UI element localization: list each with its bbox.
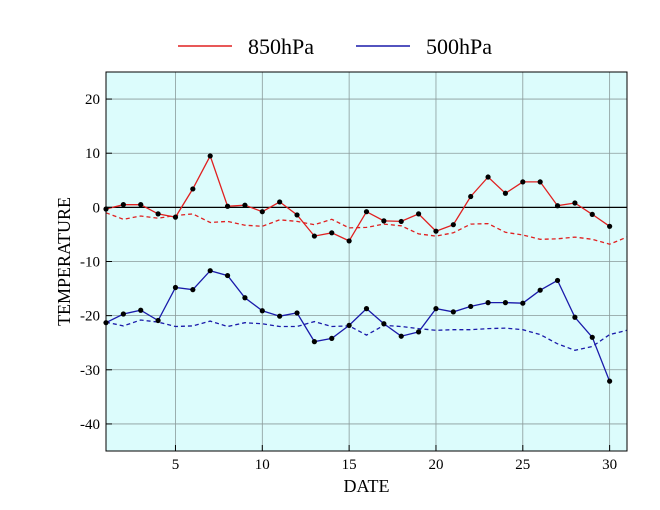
x-axis-title: DATE (344, 476, 390, 496)
data-point (589, 211, 595, 217)
data-point (172, 214, 179, 220)
data-point (607, 223, 613, 229)
y-tick-label: -20 (80, 309, 100, 325)
legend-label: 850hPa (248, 34, 314, 59)
y-axis-title: TEMPERATURE (54, 197, 74, 326)
data-point (468, 303, 474, 310)
x-tick-label: 10 (255, 457, 270, 473)
data-point (155, 211, 161, 217)
series-layer (103, 153, 628, 384)
data-point (537, 179, 543, 185)
data-point (416, 211, 422, 217)
y-tick-label: -30 (80, 363, 100, 379)
data-point (363, 306, 370, 312)
data-point (172, 284, 179, 291)
data-point (520, 179, 526, 185)
y-tick-label: 0 (93, 200, 101, 216)
grid-lines (106, 72, 627, 451)
y-tick-label: 20 (85, 92, 100, 108)
data-point (277, 199, 283, 205)
data-point (450, 222, 456, 228)
data-point (155, 317, 161, 324)
data-point (468, 193, 474, 200)
data-point (433, 306, 439, 312)
data-point (224, 203, 231, 209)
data-point (485, 300, 491, 306)
series-line (105, 269, 611, 382)
series-dashed-line (105, 319, 628, 351)
data-point (450, 309, 456, 315)
y-tick-label: 10 (85, 146, 100, 162)
data-point (607, 378, 613, 384)
data-point (329, 230, 335, 236)
data-point (207, 153, 213, 159)
series-dashed-line (105, 212, 628, 245)
data-point (242, 295, 248, 301)
series-850hPa (103, 153, 613, 244)
series-mean-3 (105, 319, 628, 351)
data-point (572, 200, 578, 206)
data-point (259, 308, 265, 314)
data-point (416, 329, 422, 335)
data-point (346, 238, 352, 244)
data-point (259, 209, 265, 215)
data-point (398, 333, 404, 339)
legend-label: 500hPa (426, 34, 492, 59)
data-point (572, 314, 578, 320)
data-point (502, 300, 509, 306)
data-point (537, 287, 543, 293)
data-point (363, 209, 370, 215)
x-tick-label: 20 (428, 457, 443, 473)
data-point (190, 287, 196, 293)
data-point (485, 174, 491, 180)
data-point (120, 202, 126, 208)
axis-ticks: 5 10 15 20 25 30 -40 -30 -20 -10 0 10 20 (80, 92, 617, 473)
x-tick-label: 30 (602, 457, 617, 473)
data-point (138, 307, 144, 313)
data-point (120, 311, 126, 317)
series-mean-2 (105, 212, 628, 245)
legend-item: 850hPa (178, 34, 314, 59)
data-point (502, 190, 509, 196)
data-point (589, 334, 595, 340)
legend: 850hPa 500hPa (178, 34, 492, 59)
data-point (433, 228, 439, 234)
data-point (554, 203, 561, 209)
data-point (554, 277, 561, 284)
data-point (207, 268, 213, 274)
series-500hPa (103, 268, 613, 384)
data-point (294, 212, 300, 218)
data-point (138, 202, 144, 208)
data-point (311, 339, 317, 345)
legend-item: 500hPa (356, 34, 492, 59)
data-point (381, 321, 387, 327)
y-tick-label: -10 (80, 255, 100, 271)
x-tick-label: 25 (515, 457, 530, 473)
data-point (520, 300, 526, 306)
data-point (381, 218, 387, 224)
x-tick-label: 5 (172, 457, 180, 473)
data-point (277, 313, 283, 319)
data-point (329, 335, 335, 341)
data-point (190, 186, 196, 192)
data-point (398, 218, 404, 225)
data-point (294, 310, 300, 316)
data-point (242, 202, 248, 208)
x-tick-label: 15 (342, 457, 357, 473)
series-line (105, 154, 610, 242)
y-tick-label: -40 (80, 417, 100, 433)
data-point (311, 233, 317, 239)
data-point (224, 272, 231, 279)
data-point (346, 322, 352, 328)
